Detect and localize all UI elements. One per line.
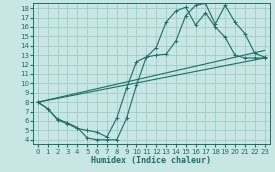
X-axis label: Humidex (Indice chaleur): Humidex (Indice chaleur)	[91, 156, 211, 165]
